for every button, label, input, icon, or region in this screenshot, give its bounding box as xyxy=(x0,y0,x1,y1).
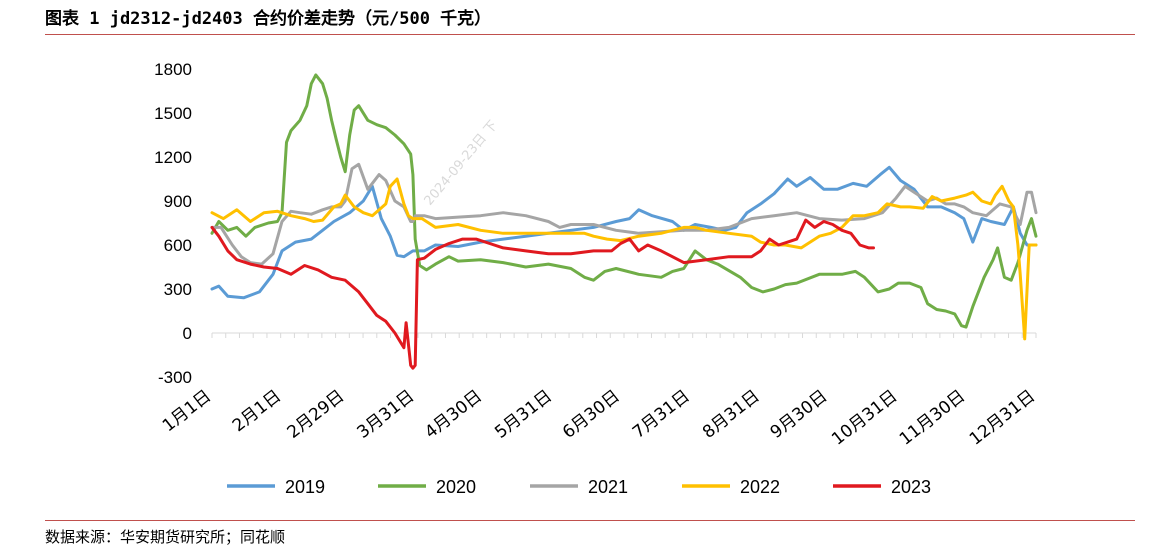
x-tick-label: 8月31日 xyxy=(699,386,764,443)
x-tick-label: 12月31日 xyxy=(966,386,1039,449)
series-line-2019 xyxy=(210,165,1038,300)
top-divider xyxy=(45,34,1135,35)
y-tick-label: 600 xyxy=(164,236,192,255)
y-tick-label: 1200 xyxy=(154,148,192,167)
legend-label-2019: 2019 xyxy=(285,477,325,497)
legend-label-2020: 2020 xyxy=(436,477,476,497)
x-tick-label: 7月31日 xyxy=(629,386,694,443)
x-tick-label: 11月30日 xyxy=(896,386,969,449)
y-tick-label: 900 xyxy=(164,192,192,211)
y-tick-label: 1500 xyxy=(154,104,192,123)
source-note: 数据来源：华安期货研究所；同花顺 xyxy=(45,528,286,546)
bottom-divider xyxy=(45,520,1135,521)
x-tick-label: 5月31日 xyxy=(491,386,556,443)
series-line-2022 xyxy=(210,177,1038,341)
legend-label-2022: 2022 xyxy=(740,477,780,497)
x-tick-label: 2月1日 xyxy=(229,386,285,436)
x-tick-label: 2月29日 xyxy=(284,386,349,443)
y-tick-label: -300 xyxy=(158,368,192,387)
series-line-2023 xyxy=(210,218,875,370)
chart-title: 图表 1 jd2312-jd2403 合约价差走势（元/500 千克） xyxy=(45,9,492,29)
legend-label-2021: 2021 xyxy=(588,477,628,497)
y-tick-label: 1800 xyxy=(154,60,192,79)
series-line-2020 xyxy=(210,73,1038,329)
line-chart: -300 0 300 600 900 1200 1500 1800 1月1日 2月1日2月29日… xyxy=(154,60,1039,497)
y-tick-label: 300 xyxy=(164,280,192,299)
x-tick-label: 3月31日 xyxy=(354,386,419,443)
y-tick-label: 0 xyxy=(183,324,192,343)
series-line-2021 xyxy=(210,162,1038,266)
x-tick-label: 10月31日 xyxy=(828,386,901,449)
legend: 2019 2020 2021 2022 2023 xyxy=(227,477,931,497)
y-axis: -300 0 300 600 900 1200 1500 1800 xyxy=(154,60,192,387)
plot-area xyxy=(210,73,1038,370)
x-tick-label: 1月1日 xyxy=(159,386,215,436)
legend-label-2023: 2023 xyxy=(891,477,931,497)
x-tick-label: 6月30日 xyxy=(559,386,624,443)
x-tick-label: 9月30日 xyxy=(767,386,832,443)
watermark: 2024-09-23日 下 xyxy=(422,118,501,209)
x-tick-label: 4月30日 xyxy=(421,386,486,443)
